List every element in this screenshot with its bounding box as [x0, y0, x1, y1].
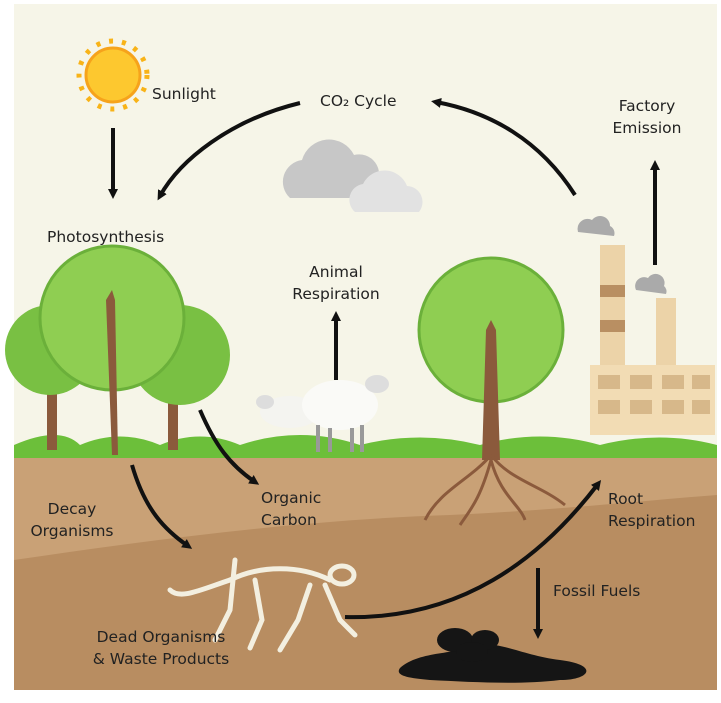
node-label: Fossil Fuels: [553, 582, 640, 600]
node-label: Animal: [309, 263, 363, 281]
node-label: Respiration: [608, 512, 695, 530]
node-label: Root: [608, 490, 643, 508]
node-label: Sunlight: [152, 85, 216, 103]
node-label: Emission: [613, 119, 682, 137]
node-label: Decay: [48, 500, 97, 518]
carbon-cycle-diagram: Sunlight CO₂ Cycle Factory Emission Photosyn…: [0, 0, 721, 703]
node-label: Respiration: [292, 285, 379, 303]
node-label: Dead Organisms: [97, 628, 226, 646]
node-label: Organisms: [30, 522, 113, 540]
node-label: Photosynthesis: [47, 228, 164, 246]
node-label: Organic: [261, 489, 321, 507]
node-label: & Waste Products: [93, 650, 229, 668]
node-label: Factory: [619, 97, 676, 115]
node-label: CO₂ Cycle: [320, 92, 397, 110]
node-label: Carbon: [261, 511, 317, 529]
